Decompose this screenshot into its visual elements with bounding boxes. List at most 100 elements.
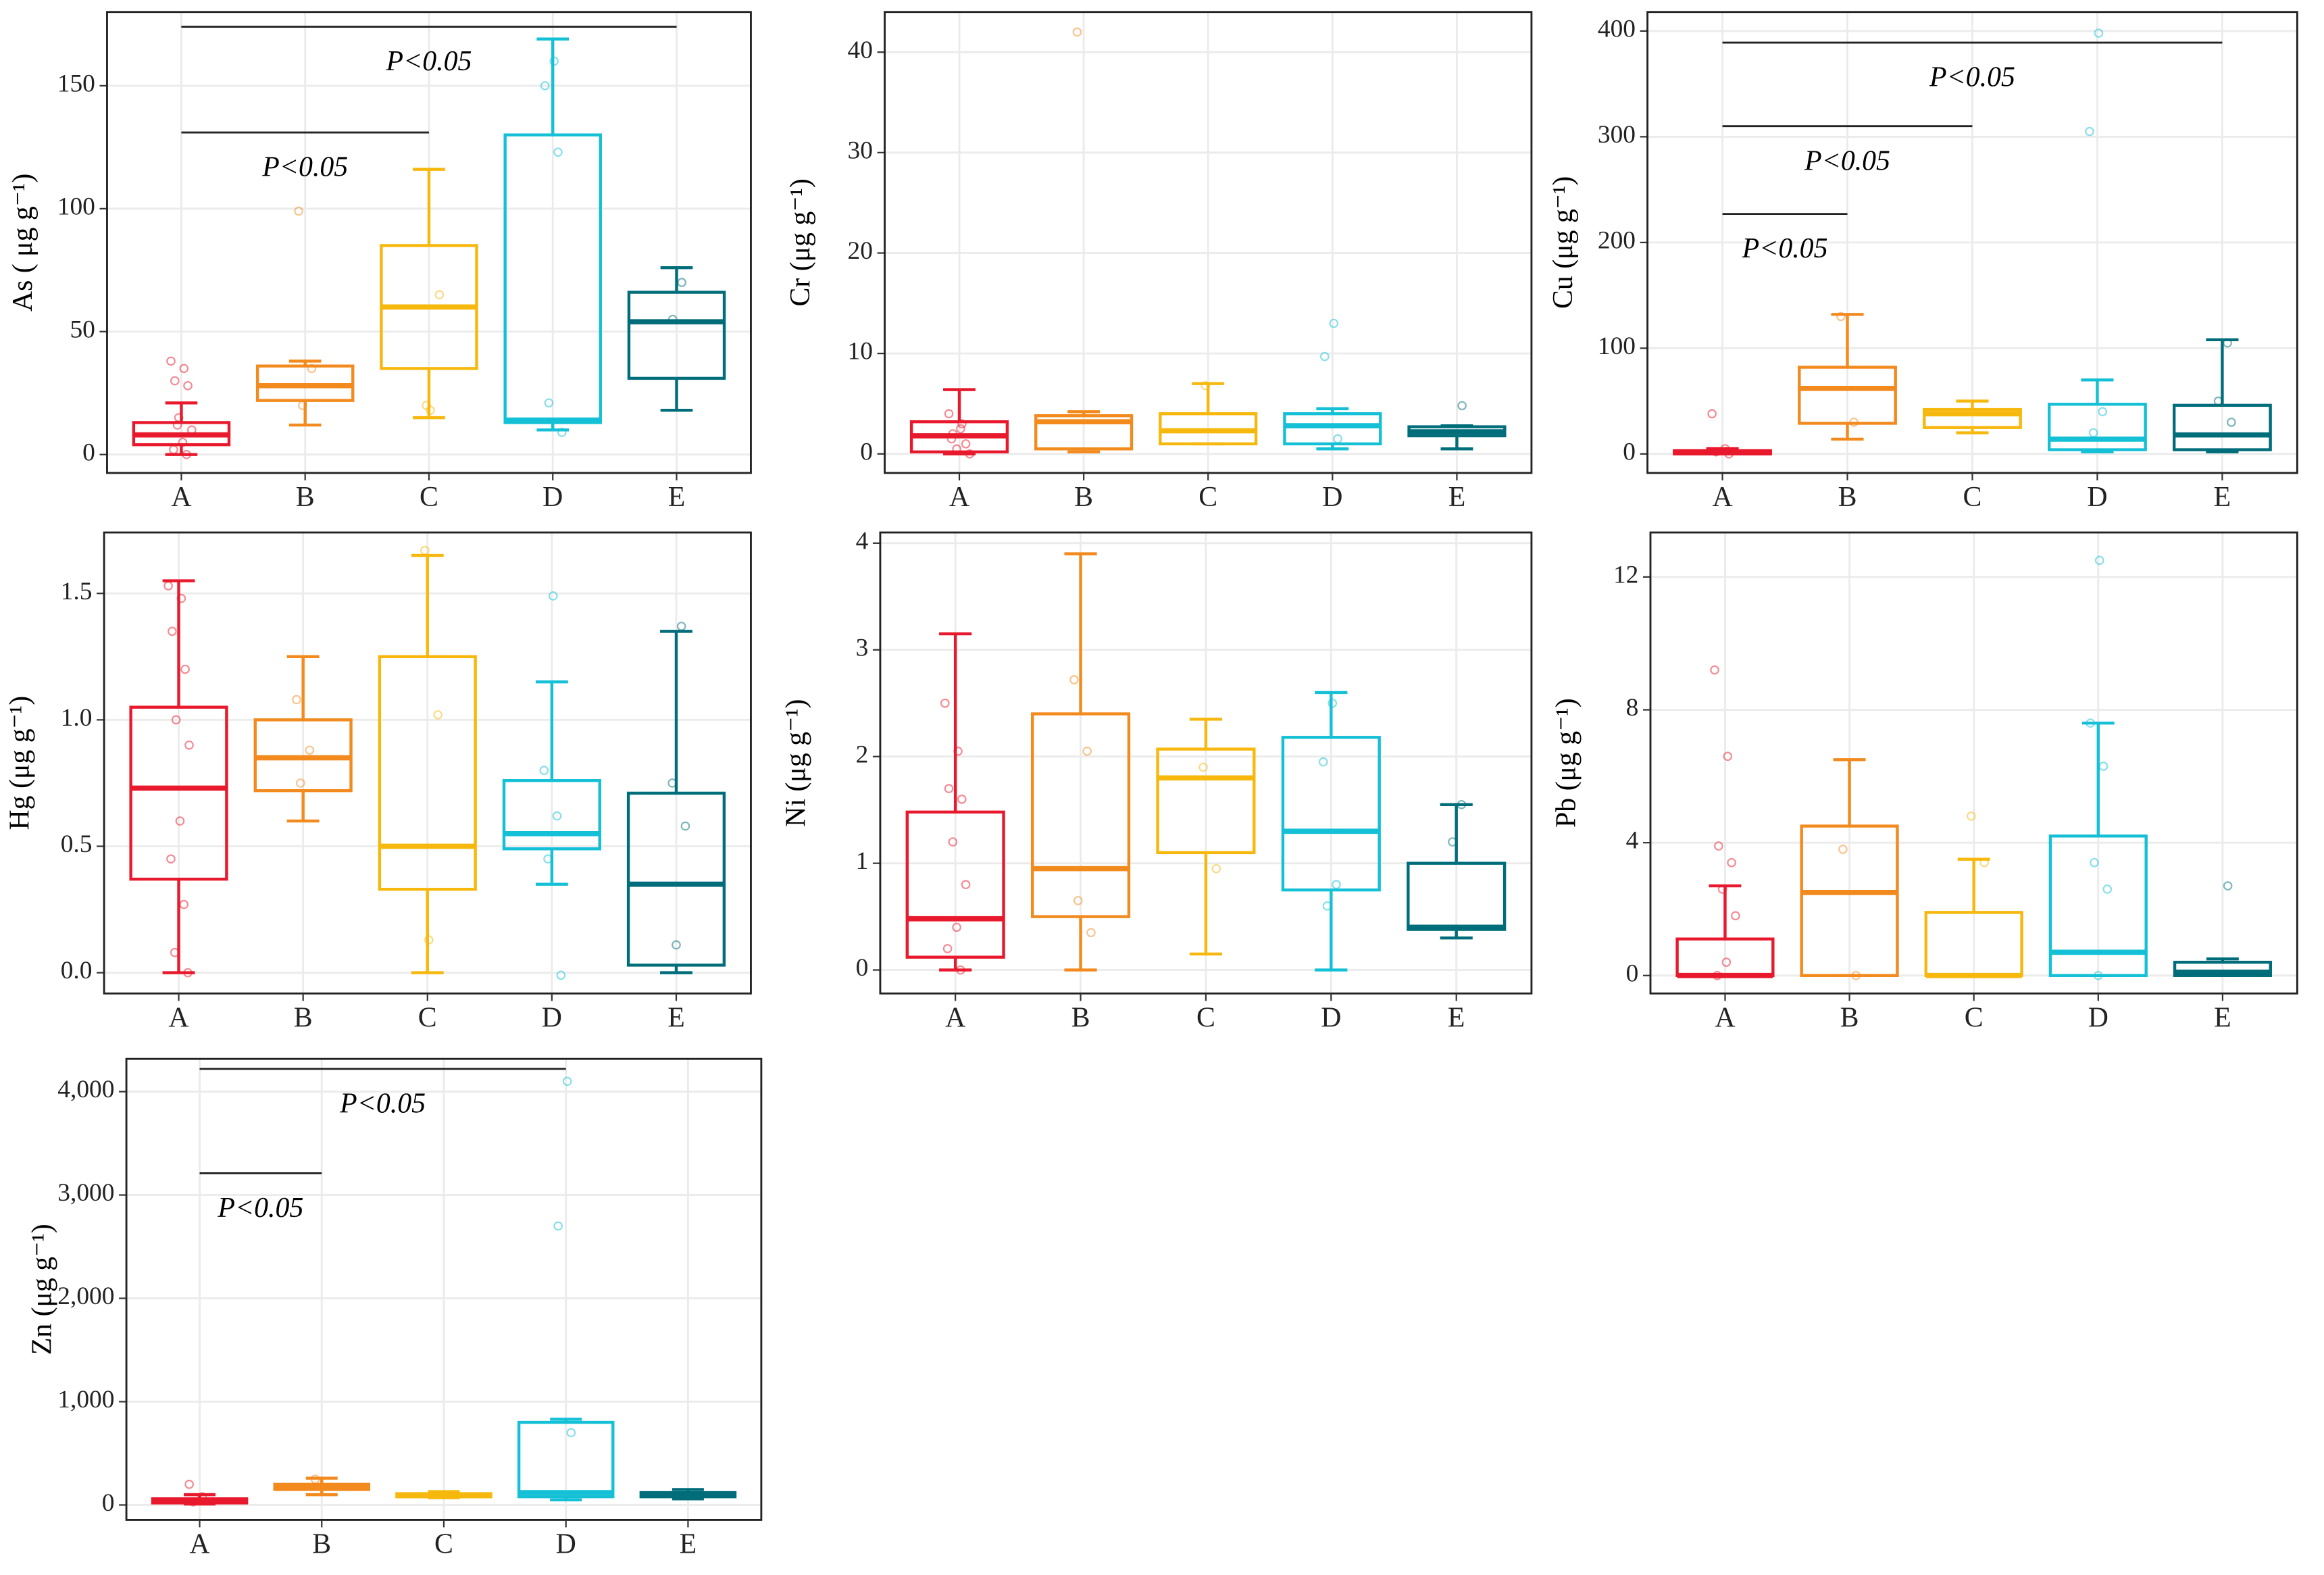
y-tick-label: 4 — [856, 527, 869, 555]
x-tick-label: E — [680, 1529, 697, 1560]
panel: 0 1 2 3 4 Ni (μg g⁻¹) A B C D E — [780, 527, 1533, 1034]
point — [2223, 338, 2232, 348]
y-axis-label: Hg (μg g⁻¹) — [5, 696, 36, 830]
point — [176, 593, 186, 603]
y-tick-label: 1 — [856, 847, 869, 875]
point — [948, 837, 958, 847]
significance-label: P<0.05 — [1742, 233, 1828, 264]
x-tick-label: E — [1448, 482, 1466, 513]
point — [667, 314, 678, 324]
point — [566, 1428, 576, 1438]
x-tick-label: C — [1965, 1003, 1984, 1034]
point — [2098, 761, 2108, 771]
x-tick-label: E — [2214, 482, 2231, 513]
x-tick-label: C — [1198, 482, 1217, 513]
y-tick-label: 200 — [1598, 226, 1636, 254]
point — [166, 854, 176, 864]
significance-label: P<0.05 — [339, 1089, 426, 1120]
x-tick-label: D — [2088, 1003, 2108, 1034]
point — [1711, 447, 1721, 457]
point — [187, 425, 197, 435]
point — [1713, 970, 1722, 980]
point — [957, 419, 967, 428]
y-tick-label: 8 — [1626, 694, 1639, 722]
y-axis-label: As ( μg g⁻¹) — [7, 174, 39, 311]
point — [540, 81, 550, 91]
x-tick-label: B — [1840, 1003, 1859, 1034]
point — [1721, 957, 1732, 967]
x-tick-label: C — [434, 1529, 453, 1560]
point — [672, 940, 681, 950]
significance-label: P<0.05 — [217, 1193, 303, 1224]
point — [552, 811, 562, 821]
x-tick-label: B — [312, 1529, 331, 1560]
point — [677, 278, 687, 287]
point — [544, 398, 554, 408]
x-tick-label: E — [668, 482, 686, 513]
point — [426, 405, 435, 416]
point — [179, 899, 189, 909]
x-tick-label: E — [1448, 1003, 1465, 1034]
point — [183, 381, 193, 391]
point — [553, 147, 563, 157]
panel: 0 100 200 300 400 Cu (μg g⁻¹) A B C D E P<0.05 P<0.0… — [1548, 11, 2298, 513]
panel: 0 10 20 30 40 Cr (μg g⁻¹) A B C D E — [785, 11, 1533, 513]
point — [2090, 857, 2099, 868]
point — [1198, 762, 1208, 772]
point — [1201, 380, 1211, 391]
box — [517, 1420, 615, 1499]
y-tick-label: 0.0 — [61, 957, 93, 984]
point — [1318, 757, 1328, 767]
point — [676, 622, 686, 631]
point — [965, 449, 975, 459]
x-tick-label: C — [418, 1003, 437, 1034]
x-tick-label: A — [168, 1003, 188, 1034]
y-tick-label: 0 — [102, 1489, 115, 1517]
box — [626, 791, 726, 967]
significance-label: P<0.05 — [1804, 145, 1890, 176]
y-tick-label: 1.5 — [61, 578, 93, 605]
y-tick-label: 3 — [856, 634, 869, 661]
x-tick-label: A — [949, 482, 969, 513]
point — [957, 795, 967, 804]
point — [172, 420, 182, 430]
box — [1800, 824, 1899, 977]
point — [170, 376, 180, 386]
point — [1836, 311, 1846, 322]
box — [905, 810, 1005, 959]
box — [378, 655, 477, 891]
point — [1211, 864, 1221, 874]
y-tick-label: 50 — [70, 316, 95, 343]
point — [953, 746, 963, 756]
x-tick-label: D — [542, 1003, 562, 1034]
point — [1328, 698, 1338, 708]
point — [1717, 884, 1727, 894]
point — [2093, 970, 2103, 980]
y-tick-label: 100 — [1598, 332, 1636, 360]
point — [197, 1492, 207, 1502]
significance-label: P<0.05 — [261, 152, 348, 183]
x-tick-label: A — [189, 1529, 209, 1560]
point — [295, 778, 305, 788]
point — [175, 816, 185, 826]
point — [1967, 811, 1976, 821]
box — [2172, 403, 2272, 451]
point — [1727, 857, 1736, 868]
x-tick-label: B — [1074, 482, 1093, 513]
point — [961, 439, 971, 449]
point — [2098, 407, 2107, 417]
box — [1283, 412, 1382, 446]
point — [2094, 28, 2104, 38]
point — [1724, 449, 1734, 459]
point — [944, 409, 954, 419]
point — [667, 778, 678, 788]
y-tick-label: 10 — [848, 338, 873, 366]
x-tick-label: C — [1963, 482, 1982, 513]
point — [549, 56, 559, 66]
point — [183, 968, 193, 978]
x-tick-label: B — [1838, 482, 1857, 513]
point — [1851, 970, 1861, 980]
point — [1731, 911, 1740, 921]
y-tick-label: 2 — [856, 741, 869, 768]
